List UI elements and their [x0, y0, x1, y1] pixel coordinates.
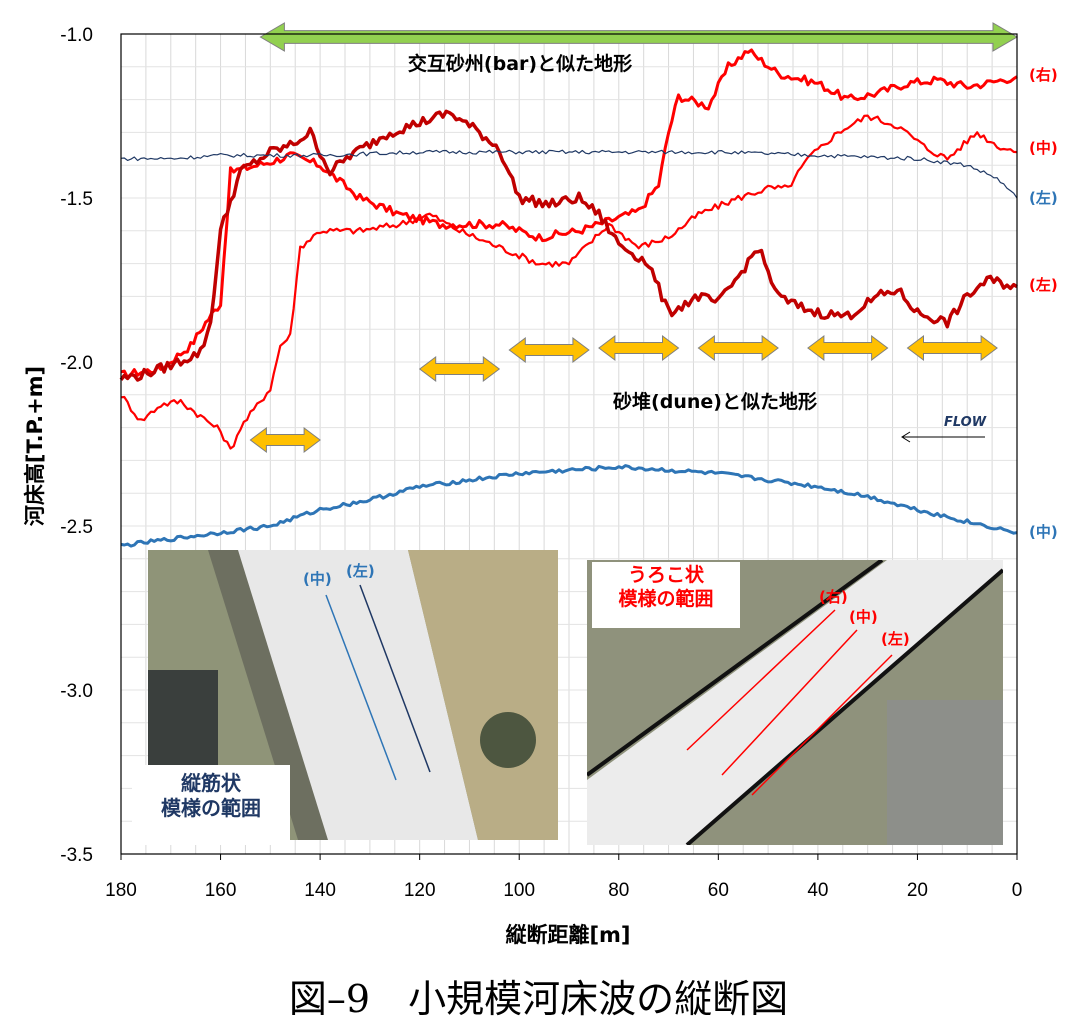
inset-right-caption: うろこ状 模様の範囲 [592, 562, 740, 628]
y-tick-labels: -1.0 -1.5 -2.0 -2.5 -3.0 -3.5 [60, 25, 93, 866]
inset-right-left-label: (左) [881, 630, 910, 648]
series-label-blue-left: (左) [1029, 189, 1058, 207]
inset-right-right-label: (右) [819, 588, 848, 606]
figure-caption: 図–9 小規模河床波の縦断図 [288, 977, 789, 1021]
inset-right-caption-line2: 模様の範囲 [618, 587, 714, 610]
series-line-1 [120, 114, 1018, 450]
dune-range-arrow [807, 335, 889, 361]
x-tick-label: 80 [608, 880, 629, 901]
flow-arrow [901, 431, 985, 443]
y-tick-label: -1.5 [60, 189, 93, 210]
x-tick-label: 160 [205, 880, 237, 901]
series-line-4 [120, 464, 1018, 548]
inset-right-mid-label: (中) [849, 608, 878, 626]
series-line-0 [120, 48, 1018, 379]
series-label-red-left: (左) [1029, 276, 1058, 294]
y-tick-label: -2.0 [60, 353, 93, 374]
inset-left-caption-line2: 模様の範囲 [161, 796, 261, 820]
series-line-2 [119, 109, 1018, 382]
y-axis-title: 河床高[T.P.+m] [23, 366, 47, 526]
inset-left-mid-label: (中) [303, 570, 332, 588]
dune-range-arrow [249, 427, 321, 453]
inset-left-caption-line1: 縦筋状 [181, 771, 241, 795]
dune-annotation: 砂堆(dune)と似た地形 [613, 390, 817, 413]
y-tick-label: -3.0 [60, 681, 93, 702]
flow-label: FLOW [944, 415, 987, 430]
annotation-arrows [249, 22, 1018, 453]
dune-range-arrow [418, 356, 501, 382]
x-tick-label: 0 [1012, 880, 1023, 901]
x-tick-label: 180 [105, 880, 137, 901]
bar-range-arrow [259, 22, 1018, 52]
x-tick-label: 60 [708, 880, 729, 901]
plot-frame [120, 33, 1018, 855]
aerial-photo-left: (中) (左) [148, 550, 558, 840]
series-layer [119, 48, 1018, 548]
inset-right-caption-line1: うろこ状 [627, 564, 704, 586]
series-label-blue-mid: (中) [1029, 523, 1058, 541]
x-tick-label: 40 [807, 880, 828, 901]
inset-left-left-label: (左) [346, 562, 375, 580]
y-tick-label: -3.5 [60, 845, 93, 866]
y-tick-label: -1.0 [60, 25, 93, 46]
series-label-red-mid: (中) [1029, 139, 1058, 157]
dune-range-arrow [906, 335, 998, 361]
x-tick-label: 140 [304, 880, 336, 901]
dune-range-arrow [508, 337, 590, 363]
x-axis-title: 縦断距離[m] [505, 923, 630, 947]
series-line-3 [120, 149, 1018, 199]
dune-range-arrow [598, 335, 680, 361]
y-tick-label: -2.5 [60, 517, 93, 538]
inset-left-caption: 縦筋状 模様の範囲 [132, 765, 290, 845]
x-tick-labels: 180 160 140 120 100 80 60 40 20 0 [105, 854, 1022, 901]
aerial-left-graphic [148, 550, 558, 840]
x-tick-label: 120 [404, 880, 436, 901]
bar-annotation: 交互砂州(bar)と似た地形 [408, 52, 632, 75]
x-tick-label: 100 [503, 880, 535, 901]
x-tick-label: 20 [907, 880, 928, 901]
dune-range-arrow [697, 335, 779, 361]
series-label-red-right: (右) [1029, 66, 1058, 84]
